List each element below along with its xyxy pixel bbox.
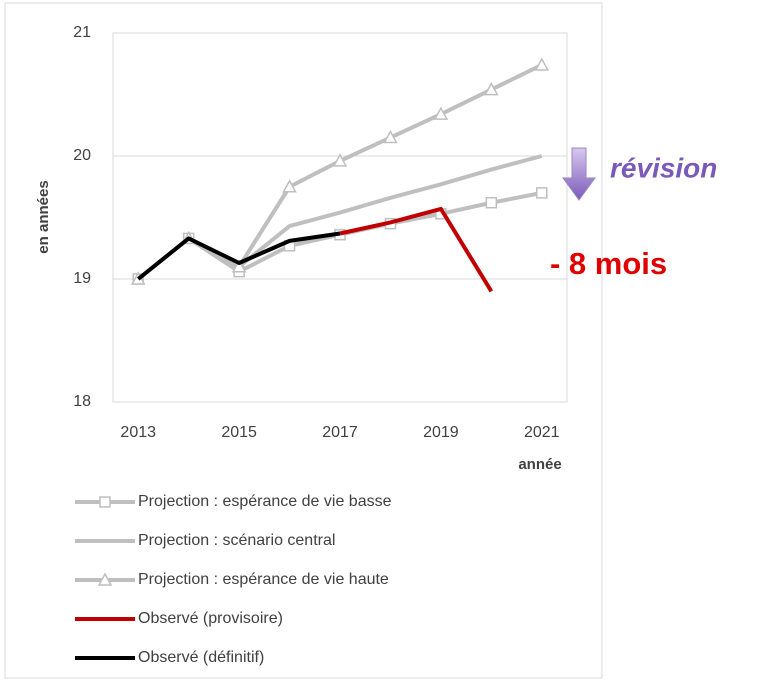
- legend-label: Projection : espérance de vie basse: [138, 493, 392, 510]
- x-tick-label: 2019: [423, 424, 459, 441]
- y-tick-label: 18: [73, 393, 91, 410]
- legend-label: Projection : espérance de vie haute: [138, 571, 389, 588]
- x-tick-label: 2015: [221, 424, 257, 441]
- marker: [282, 179, 297, 193]
- marker: [433, 106, 449, 120]
- marker: [99, 496, 111, 508]
- y-axis-label: en années: [35, 180, 52, 253]
- marker: [332, 153, 348, 167]
- chart-frame: [4, 2, 603, 679]
- revision-arrow: [562, 147, 596, 201]
- x-tick-label: 2017: [322, 424, 358, 441]
- y-tick-label: 21: [73, 24, 91, 41]
- marker: [536, 187, 548, 199]
- marker: [97, 572, 113, 586]
- legend-label: Observé (provisoire): [138, 610, 283, 627]
- x-tick-label: 2013: [120, 424, 156, 441]
- annotation-months: - 8 mois: [550, 246, 667, 281]
- y-tick-label: 20: [73, 147, 91, 164]
- series-line: [136, 231, 341, 281]
- annotation-revision: révision: [610, 152, 717, 183]
- legend-label: Observé (définitif): [138, 649, 264, 666]
- marker: [485, 196, 498, 209]
- legend-label: Projection : scénario central: [138, 532, 335, 549]
- y-tick-label: 19: [73, 270, 91, 287]
- x-tick-label: 2021: [524, 424, 560, 441]
- x-axis-label: année: [518, 456, 561, 473]
- series-line: [339, 206, 494, 293]
- marker: [231, 259, 247, 273]
- marker: [484, 82, 499, 96]
- marker: [383, 129, 398, 144]
- marker: [534, 57, 550, 71]
